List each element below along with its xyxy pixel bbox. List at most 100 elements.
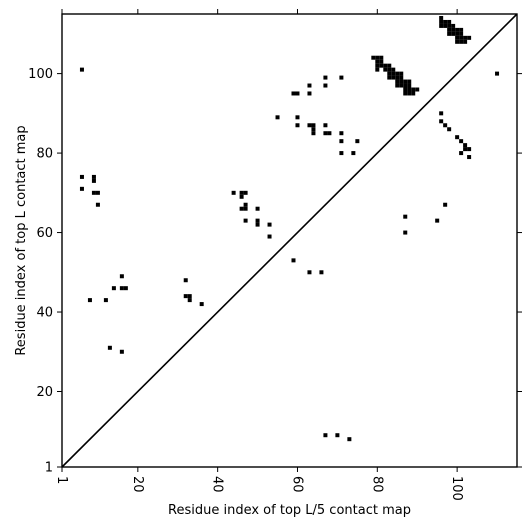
- contact-point: [439, 23, 444, 28]
- contact-point: [463, 39, 468, 44]
- contact-point: [447, 19, 452, 24]
- contact-point: [119, 274, 124, 279]
- contact-point: [459, 35, 464, 40]
- contact-point: [403, 214, 408, 219]
- contact-point: [307, 91, 312, 96]
- y-tick-label: 1: [45, 461, 53, 476]
- contact-point: [243, 218, 248, 223]
- contact-point: [455, 135, 460, 140]
- contact-point: [323, 75, 328, 80]
- x-tick-label: 80: [369, 476, 384, 493]
- contact-point: [447, 127, 452, 132]
- contact-point: [467, 35, 472, 40]
- contact-point: [435, 218, 440, 223]
- y-tick-label: 20: [36, 385, 53, 400]
- y-axis-ticks: 1 20 40 60 80 100: [28, 67, 522, 476]
- x-tick-label: 100: [449, 476, 464, 501]
- contact-point: [443, 23, 448, 28]
- contact-point: [407, 87, 412, 92]
- contact-point: [291, 258, 296, 263]
- x-axis-ticks: 1 20 40 60 80 100: [54, 9, 464, 501]
- contact-point: [123, 286, 128, 291]
- contact-point: [387, 71, 392, 76]
- contact-point: [267, 234, 272, 239]
- contact-point: [391, 71, 396, 76]
- contact-point: [439, 19, 444, 24]
- plot-frame: [61, 13, 518, 468]
- contact-point: [79, 174, 84, 179]
- contact-point: [379, 55, 384, 60]
- contact-point: [335, 433, 340, 438]
- contact-point: [311, 123, 316, 128]
- contact-point: [495, 71, 500, 76]
- contact-point: [379, 63, 384, 68]
- contact-point: [387, 63, 392, 68]
- contact-point: [387, 75, 392, 80]
- contact-point: [295, 123, 300, 128]
- diagonal-line: [61, 13, 518, 468]
- contact-point: [467, 155, 472, 160]
- contact-point: [183, 294, 188, 299]
- contact-point: [295, 91, 300, 96]
- contact-point: [323, 433, 328, 438]
- contact-point: [459, 31, 464, 36]
- contact-point: [323, 123, 328, 128]
- contact-point: [95, 190, 100, 195]
- contact-point: [339, 139, 344, 144]
- contact-point: [339, 151, 344, 156]
- contact-point: [375, 67, 380, 72]
- contact-point: [447, 27, 452, 32]
- contact-point: [275, 115, 280, 120]
- contact-point: [411, 87, 416, 92]
- contact-point: [351, 151, 356, 156]
- contact-point: [459, 39, 464, 44]
- contact-point: [267, 222, 272, 227]
- contact-point: [243, 206, 248, 211]
- contact-point: [451, 27, 456, 32]
- contact-point: [403, 87, 408, 92]
- contact-point: [187, 298, 192, 303]
- contact-point: [255, 206, 260, 211]
- contact-point: [307, 83, 312, 88]
- contact-point: [107, 345, 112, 350]
- contact-point: [439, 15, 444, 20]
- contact-point: [451, 31, 456, 36]
- contact-point: [463, 143, 468, 148]
- contact-point: [403, 79, 408, 84]
- contact-point: [119, 349, 124, 354]
- contact-point: [379, 59, 384, 64]
- contact-point: [463, 35, 468, 40]
- contact-point: [463, 147, 468, 152]
- contact-point: [79, 67, 84, 72]
- contact-point: [407, 91, 412, 96]
- contact-point: [447, 23, 452, 28]
- contact-point: [383, 67, 388, 72]
- contact-point: [443, 202, 448, 207]
- contact-point: [375, 59, 380, 64]
- contact-point: [383, 63, 388, 68]
- contact-point: [243, 202, 248, 207]
- contact-point: [311, 127, 316, 132]
- contact-point: [307, 270, 312, 275]
- contact-point: [399, 79, 404, 84]
- contact-point: [399, 83, 404, 88]
- contact-point: [347, 437, 352, 442]
- contact-point: [323, 83, 328, 88]
- contact-point: [239, 190, 244, 195]
- contact-point: [239, 206, 244, 211]
- contact-point: [391, 67, 396, 72]
- contact-point: [319, 270, 324, 275]
- contact-point: [95, 202, 100, 207]
- contact-point: [403, 91, 408, 96]
- contact-point: [391, 75, 396, 80]
- contact-point: [455, 27, 460, 32]
- contact-point: [443, 19, 448, 24]
- contact-point: [395, 75, 400, 80]
- contact-point: [399, 71, 404, 76]
- y-axis-label: Residue index of top L contact map: [14, 125, 29, 355]
- contact-point: [323, 131, 328, 136]
- x-tick-label: 40: [210, 476, 225, 493]
- y-tick-label: 40: [36, 306, 53, 321]
- y-tick-label: 100: [28, 67, 53, 82]
- contact-point: [447, 31, 452, 36]
